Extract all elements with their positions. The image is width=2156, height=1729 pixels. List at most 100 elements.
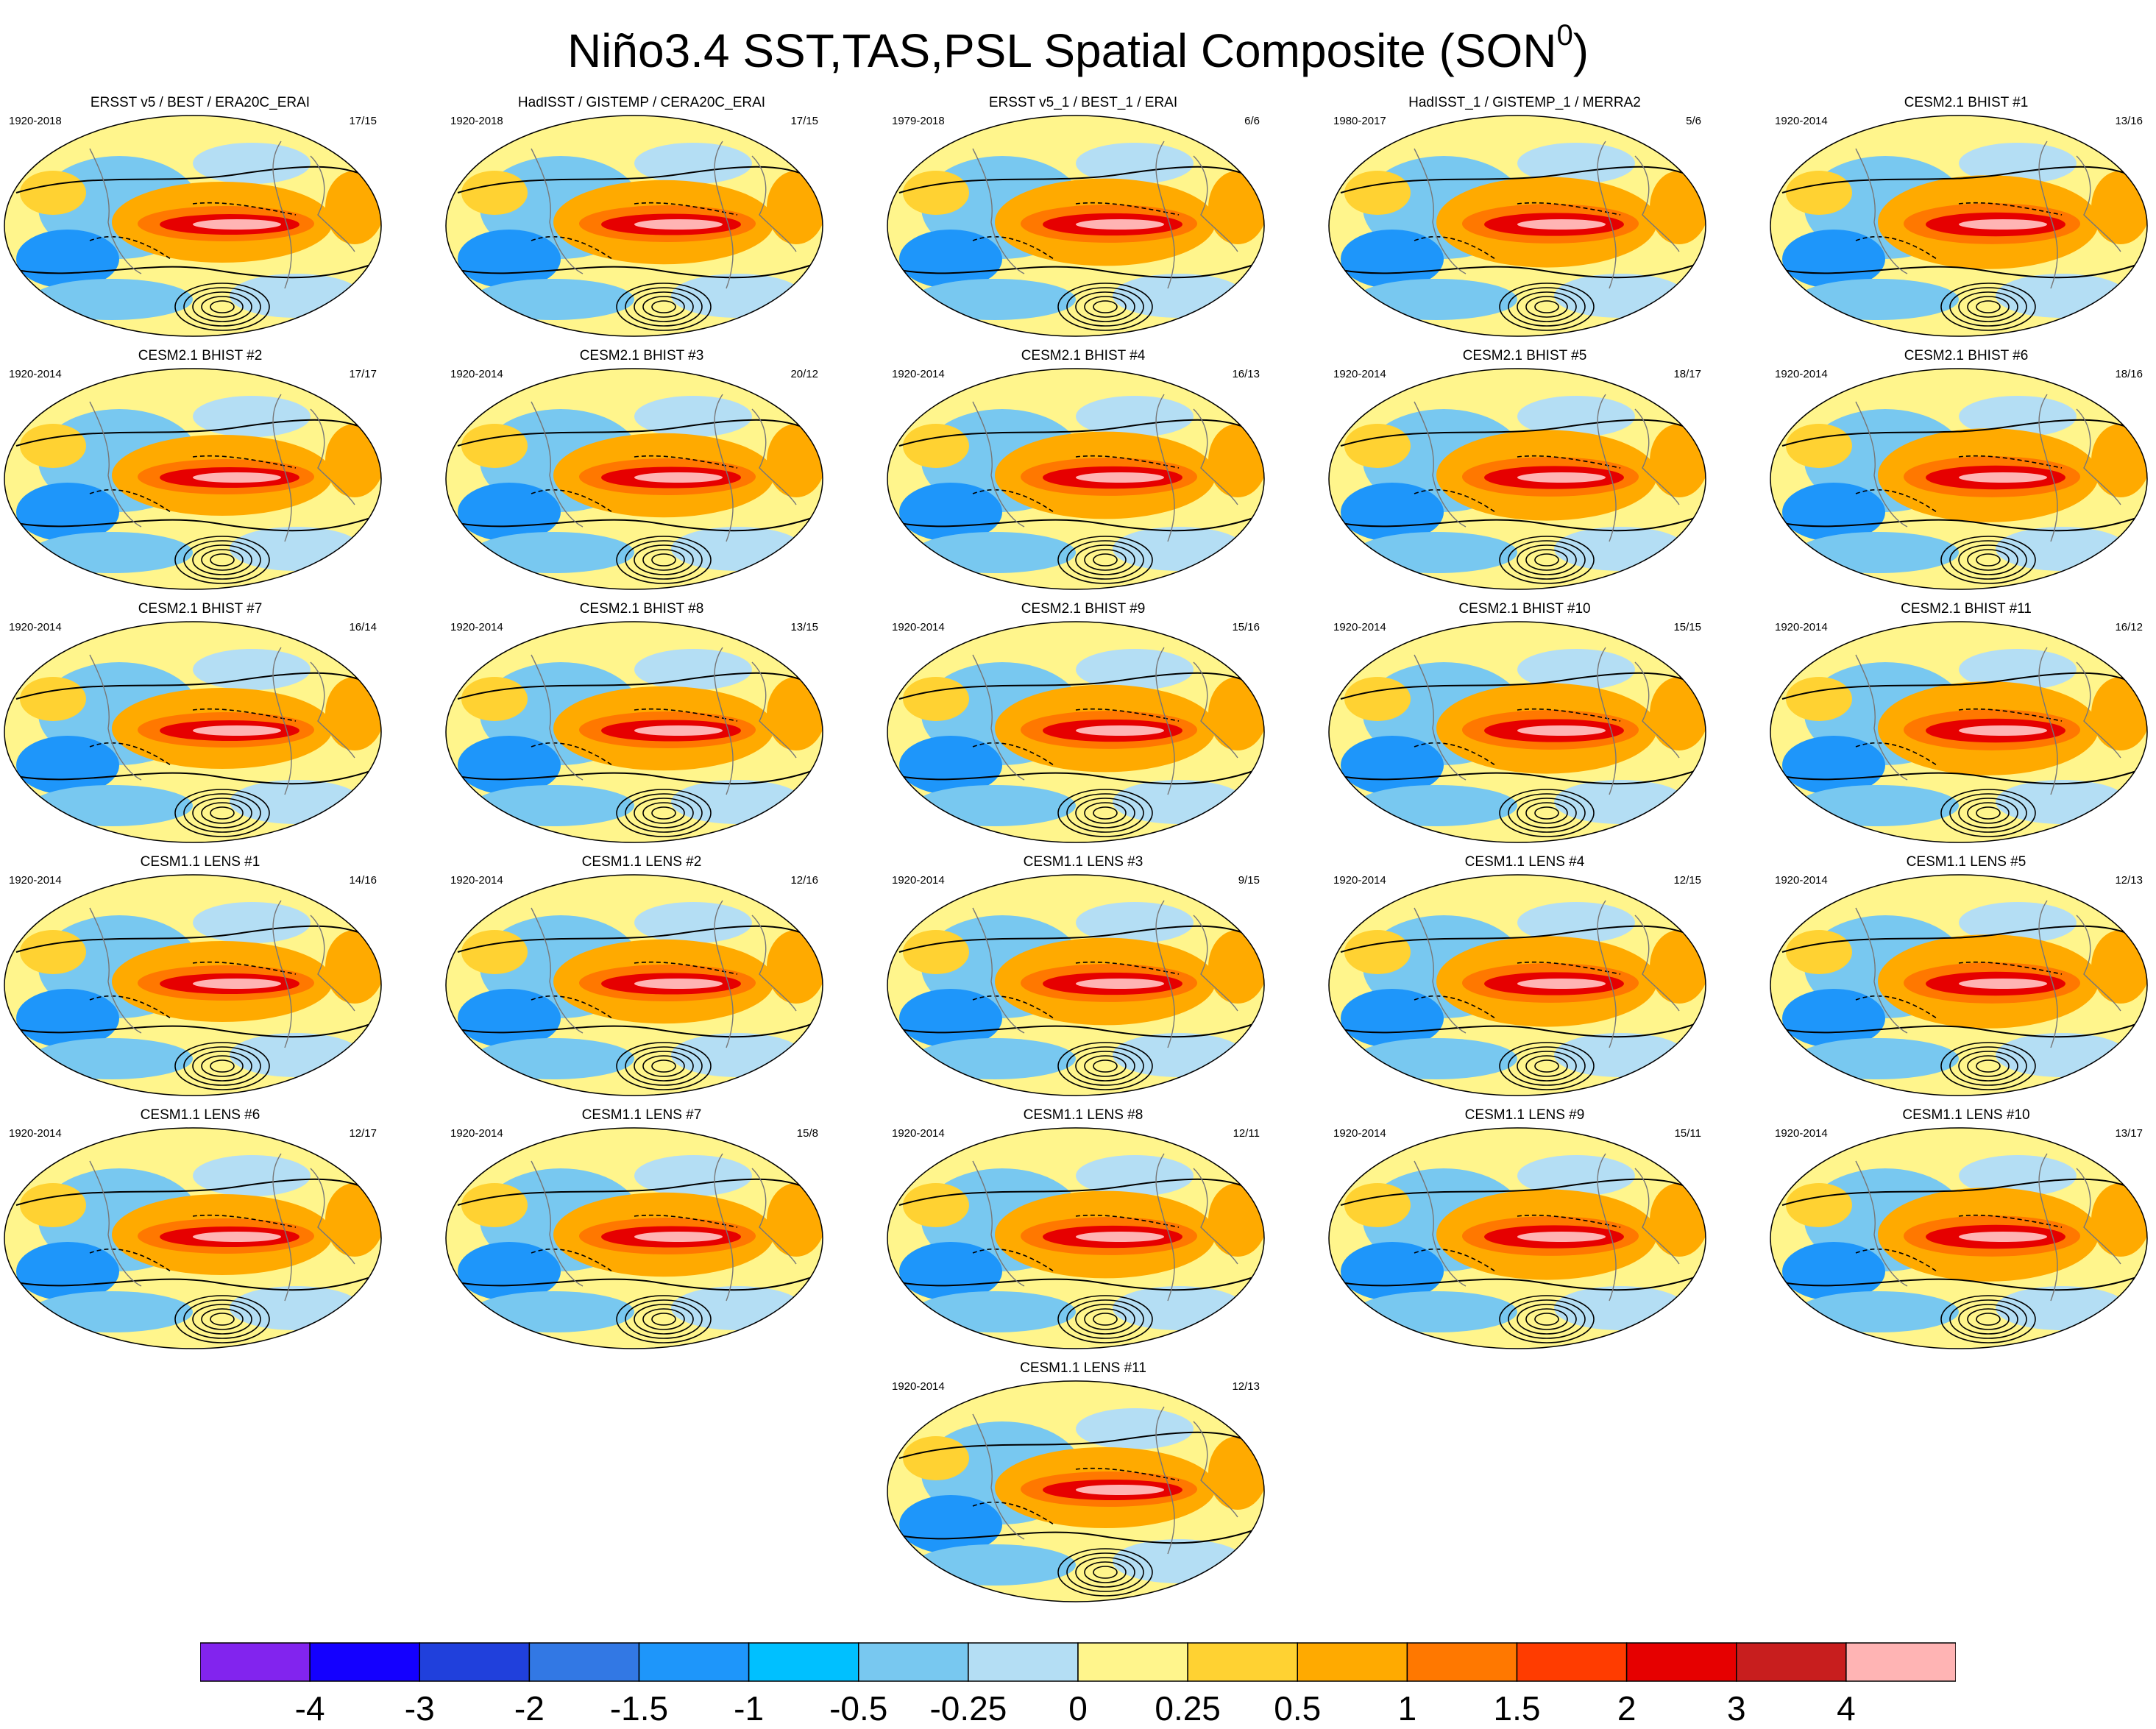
cold-anomaly-region (671, 274, 804, 318)
colorbar-swatch (1625, 1642, 1737, 1682)
pressure-contour (1066, 1046, 1144, 1086)
colorbar-swatch (309, 1642, 420, 1682)
warm-anomaly-region (1517, 1232, 1606, 1242)
panel-count: 17/15 (349, 115, 377, 127)
pressure-contour-negative (634, 961, 738, 975)
coastline (714, 647, 734, 795)
pressure-contour (1940, 283, 2036, 331)
cold-anomaly-region (230, 1033, 362, 1077)
pressure-contour-negative (531, 742, 613, 766)
pressure-contour (457, 419, 819, 447)
world-map (1328, 368, 1706, 590)
pressure-contour (1508, 793, 1586, 833)
warm-anomaly-region (1959, 219, 2047, 230)
pressure-contour (1093, 1566, 1118, 1579)
coastline (1155, 1153, 1175, 1302)
pressure-contour (651, 1313, 676, 1326)
map-outline (4, 115, 382, 337)
map-panel: CESM1.1 LENS #7 1920-2014 15/8 (443, 1107, 840, 1349)
warm-anomaly-region (325, 1183, 381, 1257)
cold-anomaly-region (230, 527, 362, 571)
map-outline (1328, 368, 1706, 590)
pressure-contour-negative (972, 235, 1054, 260)
panel-years: 1920-2014 (892, 621, 945, 633)
cold-anomaly-region (899, 989, 1002, 1048)
warm-anomaly-region (1650, 1183, 1706, 1257)
pressure-contour-negative (1075, 708, 1180, 722)
pressure-contour (183, 287, 261, 327)
coastline (310, 661, 355, 759)
pressure-contour (210, 806, 235, 820)
cold-anomaly-region (1113, 1539, 1245, 1583)
world-map (4, 874, 382, 1096)
pressure-contour (616, 789, 712, 837)
panel-title: CESM2.1 BHIST #11 (1901, 601, 2032, 617)
pressure-contour (1084, 1561, 1127, 1583)
pressure-contour (1967, 296, 2010, 318)
colorbar-swatch (858, 1642, 969, 1682)
coastline (272, 394, 292, 542)
warm-anomaly-region (634, 1232, 723, 1242)
map-outline (1328, 115, 1706, 337)
panel-count: 12/15 (1673, 874, 1701, 887)
coastline (751, 1168, 797, 1265)
world-map (1770, 874, 2148, 1096)
pressure-contour (1534, 553, 1559, 567)
pressure-contour (898, 925, 1260, 953)
cold-anomaly-region (1797, 785, 1959, 826)
warm-anomaly-region (1517, 219, 1606, 230)
cold-anomaly-region (230, 274, 362, 318)
coastline (1414, 1160, 1467, 1287)
pressure-contour-negative (1855, 995, 1937, 1019)
pressure-contour (174, 1042, 270, 1090)
warm-anomaly-region (903, 930, 969, 974)
coastline (310, 915, 355, 1012)
pressure-contour (1057, 536, 1153, 584)
panel-years: 1920-2014 (1775, 1127, 1828, 1140)
pressure-contour (898, 1527, 1260, 1544)
pressure-contour (1057, 789, 1153, 837)
warm-anomaly-region (1344, 1183, 1411, 1227)
map-outline (1770, 1127, 2148, 1349)
pressure-contour (192, 1051, 252, 1082)
world-map (1328, 115, 1706, 337)
pressure-contour (457, 1178, 819, 1206)
pressure-contour (651, 300, 676, 313)
panel-years: 1920-2018 (9, 115, 62, 127)
map-panel: CESM1.1 LENS #9 1920-2014 15/11 (1326, 1107, 1723, 1349)
warm-anomaly-region (2091, 677, 2147, 750)
warm-anomaly-region (767, 1183, 823, 1257)
pressure-contour (201, 1055, 244, 1077)
pressure-contour (898, 515, 1260, 532)
coastline (2038, 141, 2058, 289)
map-outline (445, 368, 823, 590)
pressure-contour (625, 287, 703, 327)
pressure-contour (201, 296, 244, 318)
pressure-contour (210, 300, 235, 313)
pressure-contour (1517, 291, 1577, 322)
warm-anomaly-region (1650, 677, 1706, 750)
coastline (751, 661, 797, 759)
colorbar-swatch (200, 1642, 311, 1682)
cold-anomaly-region (1959, 143, 2077, 184)
pressure-contour (1940, 1042, 2036, 1090)
coastline (1193, 1168, 1238, 1265)
panel-years: 1920-2014 (1333, 1127, 1386, 1140)
coastline (1155, 647, 1175, 795)
warm-anomaly-region (1786, 930, 1852, 974)
pressure-contour (1534, 300, 1559, 313)
pressure-contour (898, 1178, 1260, 1206)
coastline (714, 1153, 734, 1302)
coastline (714, 394, 734, 542)
coastline (1155, 141, 1175, 289)
warm-anomaly-region (767, 930, 823, 1004)
cold-anomaly-region (1113, 1286, 1245, 1330)
colorbar-label: -0.5 (829, 1689, 888, 1728)
coastline (531, 1160, 584, 1287)
pressure-contour (1976, 1313, 2001, 1326)
cold-anomaly-region (458, 1242, 561, 1301)
cold-anomaly-region (1341, 989, 1444, 1048)
world-map (4, 621, 382, 843)
warm-anomaly-region (193, 1232, 281, 1242)
warm-anomaly-region (767, 171, 823, 244)
